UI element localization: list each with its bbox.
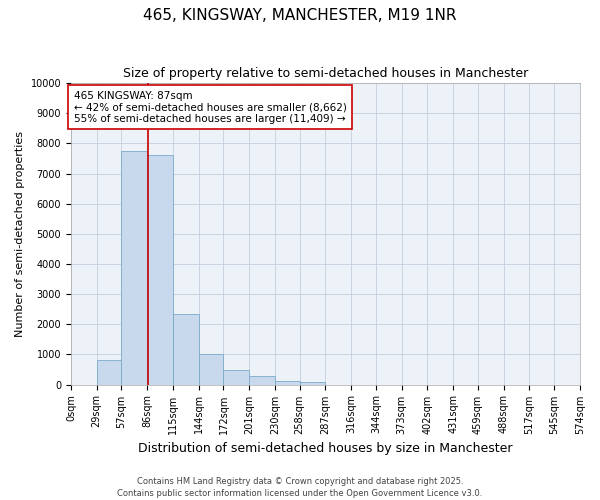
Y-axis label: Number of semi-detached properties: Number of semi-detached properties [15, 131, 25, 337]
Bar [121, 151, 147, 384]
Text: Contains HM Land Registry data © Crown copyright and database right 2025.
Contai: Contains HM Land Registry data © Crown c… [118, 476, 482, 498]
Text: 465, KINGSWAY, MANCHESTER, M19 1NR: 465, KINGSWAY, MANCHESTER, M19 1NR [143, 8, 457, 22]
Bar [147, 156, 173, 384]
Bar [275, 380, 300, 384]
Bar [223, 370, 249, 384]
Bar [249, 376, 275, 384]
Bar [173, 314, 199, 384]
Bar [300, 382, 325, 384]
X-axis label: Distribution of semi-detached houses by size in Manchester: Distribution of semi-detached houses by … [138, 442, 513, 455]
Text: 465 KINGSWAY: 87sqm
← 42% of semi-detached houses are smaller (8,662)
55% of sem: 465 KINGSWAY: 87sqm ← 42% of semi-detach… [74, 90, 346, 124]
Title: Size of property relative to semi-detached houses in Manchester: Size of property relative to semi-detach… [123, 68, 528, 80]
Bar [199, 354, 223, 384]
Bar [97, 360, 121, 384]
